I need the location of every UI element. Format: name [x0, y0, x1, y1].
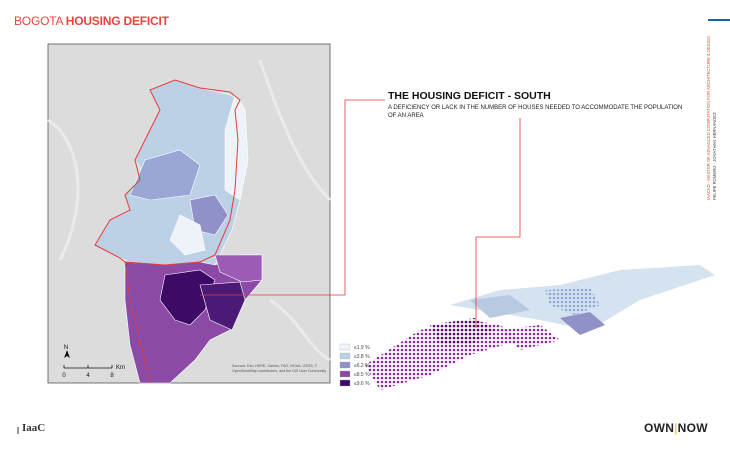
logo-now: NOW: [677, 421, 708, 435]
legend-label: ≤6.2 %: [354, 363, 370, 369]
scale-unit: Km: [116, 365, 125, 371]
legend-swatch: [339, 361, 351, 369]
logo-own: OWN: [644, 421, 675, 435]
iaac-logo: IaaC: [22, 422, 46, 434]
legend-label: ≤1.9 %: [354, 345, 370, 351]
side-credits: IAACAD - MASTER OF ADVANCED COMPUTATION …: [706, 36, 718, 200]
scale-label: 4: [86, 373, 90, 379]
legend-swatch: [339, 370, 351, 378]
map-attribution: Sources: Esri, HERE, Garmin, FAO, NOAA, …: [232, 364, 327, 373]
legend-swatch: [339, 379, 351, 387]
north-label: N: [64, 345, 68, 351]
title-light: BOGOTA: [14, 14, 63, 28]
slide-title: BOGOTA HOUSING DEFICIT: [14, 14, 169, 28]
scale-label: 8: [110, 373, 114, 379]
legend-swatch: [339, 343, 351, 351]
axonometric-map: [365, 265, 715, 390]
panel-heading: THE HOUSING DEFICIT - SOUTH: [388, 90, 551, 102]
legend-label: ≤3.8 %: [354, 354, 370, 360]
title-bold: HOUSING DEFICIT: [65, 14, 169, 28]
panel-description: A DEFICIENCY OR LACK IN THE NUMBER OF HO…: [388, 105, 683, 119]
authors-text: FELIPE ROMERO - JONATHAN HERNANDEZ: [712, 112, 717, 200]
own-now-logo: OWN|NOW: [644, 421, 708, 435]
legend-label: ≤8.5 %: [354, 372, 370, 378]
logo-separator: |: [674, 421, 678, 435]
legend-swatch: [339, 352, 351, 360]
scale-label: 0: [62, 373, 66, 379]
legend-label: ≤9.6 %: [354, 381, 370, 387]
legend: ≤1.9 % ≤3.8 % ≤6.2 % ≤8.5 % ≤9.6 %: [339, 343, 370, 387]
map-frame: N 0 4 8 Km: [47, 43, 332, 384]
